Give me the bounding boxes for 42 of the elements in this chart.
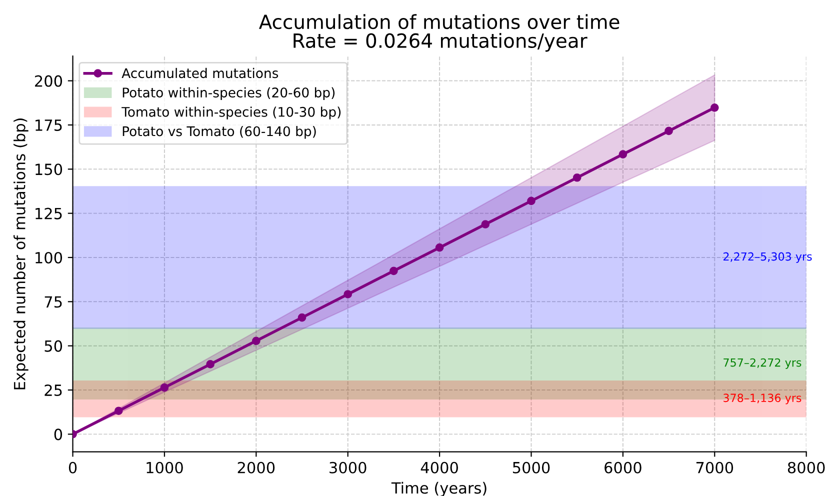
y-tick-label: 125 — [36, 208, 62, 220]
y-tick-label: 25 — [44, 384, 62, 396]
point — [664, 126, 673, 136]
y-tick-label: 150 — [36, 164, 62, 176]
x-tick-label: 2000 — [238, 462, 275, 474]
x-tick-label: 3000 — [330, 462, 366, 474]
x-tick-label: 0 — [68, 462, 77, 474]
point — [298, 313, 306, 322]
y-tick-label: 100 — [36, 252, 62, 264]
annotation: 2,272–5,303 yrs — [724, 252, 812, 263]
point — [114, 406, 123, 416]
point — [481, 220, 490, 228]
x-tick-label: 1000 — [146, 462, 183, 474]
legend-label: Tomato within-species (10-30 bp) — [122, 106, 341, 120]
point — [527, 196, 536, 206]
point — [206, 360, 214, 368]
y-axis-title: Expected number of mutations (bp) — [14, 118, 28, 390]
y-tick-label: 75 — [44, 296, 62, 308]
legend-label: Potato vs Tomato (60-140 bp) — [122, 126, 316, 139]
chart-subtitle: Rate = 0.0264 mutations/year — [294, 32, 588, 52]
x-tick-label: 8000 — [788, 462, 825, 474]
y-tick-label: 0 — [54, 428, 62, 440]
x-tick-label: 6000 — [604, 462, 642, 474]
x-tick-label: 4000 — [420, 462, 458, 474]
point — [572, 173, 582, 182]
y-tick-label: 175 — [36, 120, 62, 131]
x-tick-label: 5000 — [512, 462, 550, 474]
point — [160, 383, 169, 392]
y-tick-label: 50 — [44, 340, 62, 352]
point — [710, 103, 719, 112]
y-tick-label: 200 — [35, 75, 62, 87]
point — [618, 150, 628, 158]
annotation: 757–2,272 yrs — [724, 358, 802, 369]
point — [435, 243, 444, 252]
point — [344, 290, 352, 298]
chart-title: Accumulation of mutations over time — [258, 14, 620, 30]
point — [252, 336, 260, 346]
point — [390, 266, 398, 276]
x-tick-label: 7000 — [696, 462, 734, 474]
legend-label: Accumulated mutations — [122, 68, 278, 78]
annotation: 378–1,136 yrs — [724, 394, 802, 404]
legend-label: Potato within-species (20-60 bp) — [122, 87, 335, 100]
